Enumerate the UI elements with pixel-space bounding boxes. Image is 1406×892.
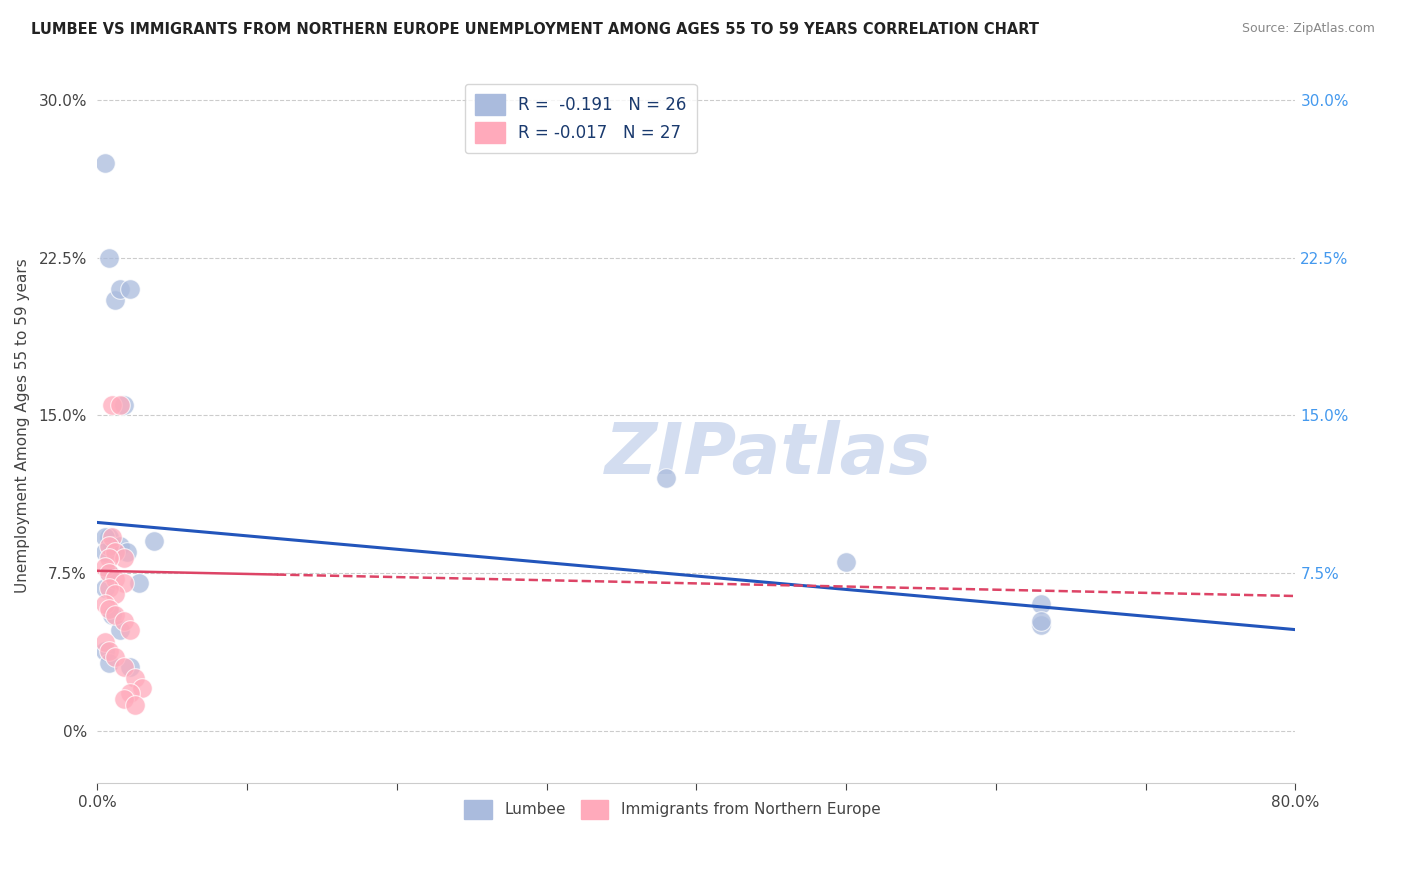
Point (104, 649, 127, 664)
Point (1029, 598, 1052, 612)
Point (98, 539, 121, 553)
Point (93, 643, 115, 657)
Point (112, 614, 135, 628)
Point (93, 559, 115, 574)
Point (128, 576, 150, 591)
Point (120, 660, 142, 674)
Point (93, 545, 115, 559)
Point (112, 398, 135, 412)
Point (124, 671, 146, 685)
Point (93, 156, 115, 170)
Point (101, 607, 124, 622)
Point (115, 545, 138, 559)
Point (98, 657, 121, 671)
Point (104, 572, 127, 586)
Point (1029, 618, 1052, 632)
Point (1029, 614, 1052, 628)
Point (93, 598, 115, 612)
Point (104, 607, 127, 622)
Point (98, 566, 121, 580)
Point (101, 530, 124, 544)
Point (112, 660, 135, 674)
Point (112, 576, 135, 591)
Point (98, 551, 121, 566)
Point (108, 282, 131, 296)
Point (120, 686, 142, 700)
Point (93, 635, 115, 649)
Point (120, 623, 142, 637)
Point (104, 293, 127, 307)
Point (108, 623, 131, 637)
Text: ZIPatlas: ZIPatlas (605, 420, 932, 489)
Point (98, 601, 121, 615)
Text: LUMBEE VS IMMIGRANTS FROM NORTHERN EUROPE UNEMPLOYMENT AMONG AGES 55 TO 59 YEARS: LUMBEE VS IMMIGRANTS FROM NORTHERN EUROP… (31, 22, 1039, 37)
Point (101, 398, 124, 412)
Point (131, 681, 153, 696)
Point (93, 581, 115, 595)
Point (98, 643, 121, 657)
Point (98, 581, 121, 595)
Point (112, 692, 135, 706)
Legend: Lumbee, Immigrants from Northern Europe: Lumbee, Immigrants from Northern Europe (458, 794, 887, 825)
Point (112, 551, 135, 566)
Point (98, 566, 121, 580)
Point (93, 530, 115, 544)
Point (104, 545, 127, 559)
Point (120, 282, 142, 296)
Point (98, 251, 121, 265)
Point (101, 539, 124, 553)
Point (108, 398, 131, 412)
Point (104, 587, 127, 601)
Point (108, 539, 131, 553)
Point (143, 534, 166, 549)
Point (835, 555, 858, 569)
Point (655, 471, 678, 485)
Point (124, 698, 146, 713)
Y-axis label: Unemployment Among Ages 55 to 59 years: Unemployment Among Ages 55 to 59 years (15, 259, 30, 593)
Point (98, 530, 121, 544)
Text: Source: ZipAtlas.com: Source: ZipAtlas.com (1241, 22, 1375, 36)
